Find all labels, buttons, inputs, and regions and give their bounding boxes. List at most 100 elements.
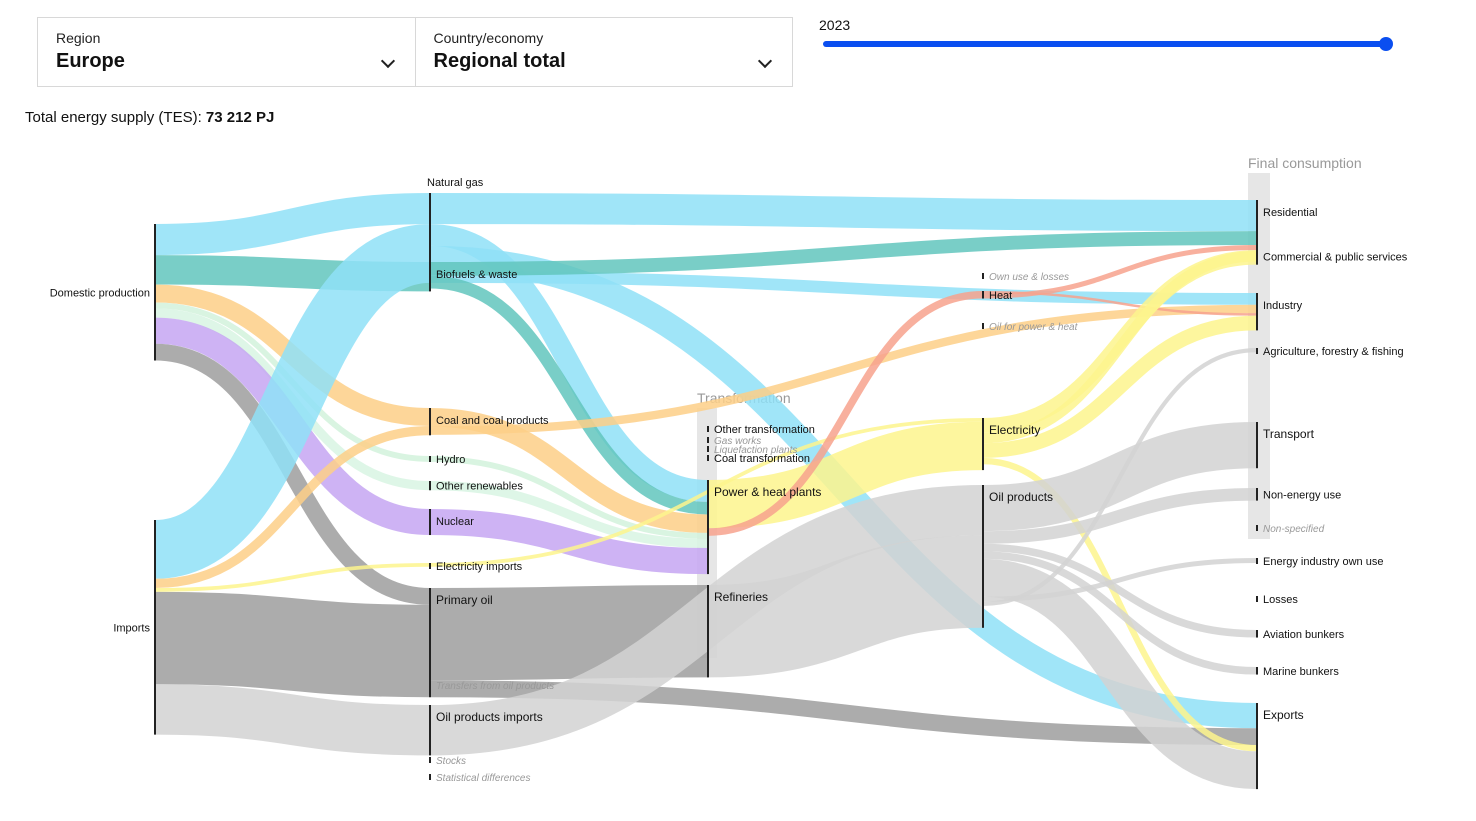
node-otherren[interactable]	[429, 481, 431, 491]
node-transport[interactable]	[1256, 422, 1258, 469]
flow-electricity-to-industry[interactable]	[982, 315, 1258, 458]
node-oilprodimp[interactable]	[429, 705, 431, 756]
node-aviation[interactable]	[1256, 630, 1258, 638]
node-transfers[interactable]	[429, 682, 431, 688]
tes-value: 73 212 PJ	[205, 109, 275, 126]
node-nonspecified[interactable]	[1256, 525, 1258, 531]
flow-hydro-to-power[interactable]	[429, 456, 709, 539]
node-label-transport: Transport	[1263, 427, 1315, 441]
node-label-coal: Coal and coal products	[436, 415, 549, 427]
flow-oilproducts-to-aviation[interactable]	[982, 543, 1258, 638]
node-label-heat: Heat	[989, 290, 1012, 302]
flow-oilproducts-to-energyown[interactable]	[982, 558, 1258, 602]
node-label-agriculture: Agriculture, forestry & fishing	[1263, 346, 1404, 358]
flow-power-to-electricity[interactable]	[707, 421, 984, 529]
flow-nuclear-to-power[interactable]	[429, 509, 709, 575]
node-oilpowerheat[interactable]	[982, 323, 984, 329]
flow-imports-to-coal[interactable]	[154, 426, 431, 589]
year-slider-thumb[interactable]	[1379, 37, 1393, 51]
region-select[interactable]: Region Europe	[38, 18, 415, 86]
node-label-stocks: Stocks	[436, 756, 466, 767]
node-stocks[interactable]	[429, 757, 431, 763]
node-energyown[interactable]	[1256, 558, 1258, 564]
flow-oilproducts-to-nonenergy[interactable]	[982, 488, 1258, 544]
total-energy-supply: Total energy supply (TES): 73 212 PJ	[25, 109, 274, 126]
node-nuclear[interactable]	[429, 509, 431, 536]
flow-oilprodimp-to-oilproducts[interactable]	[429, 485, 984, 756]
node-othertrans[interactable]	[707, 426, 709, 432]
node-statdiff[interactable]	[429, 774, 431, 780]
flow-natgas-to-industry[interactable]	[429, 271, 1258, 305]
node-label-nuclear: Nuclear	[436, 516, 474, 528]
flow-electricity-to-commercial[interactable]	[982, 251, 1258, 444]
node-label-primoil: Primary oil	[436, 593, 493, 607]
node-coaltrans[interactable]	[707, 455, 709, 461]
node-label-oilprodimp: Oil products imports	[436, 710, 543, 724]
node-natgas[interactable]	[429, 193, 431, 283]
node-hydro[interactable]	[429, 456, 431, 462]
flow-domestic-to-primoil[interactable]	[154, 343, 431, 605]
node-commercial[interactable]	[1256, 251, 1258, 262]
flow-imports-to-elecimp[interactable]	[154, 563, 431, 592]
node-coal[interactable]	[429, 408, 431, 436]
flow-imports-to-oilprodimp[interactable]	[154, 684, 431, 756]
node-primoil[interactable]	[429, 588, 431, 698]
final-consumption-header: Final consumption	[1248, 155, 1362, 171]
node-exports[interactable]	[1256, 703, 1258, 790]
node-marine[interactable]	[1256, 667, 1258, 675]
node-label-otherren: Other renewables	[436, 481, 523, 493]
node-gasworks[interactable]	[707, 437, 709, 443]
country-select[interactable]: Country/economy Regional total	[414, 18, 793, 86]
flow-imports-to-natgas[interactable]	[152, 224, 433, 579]
flow-imports-to-primoil[interactable]	[154, 591, 431, 698]
flow-natgas-to-residential[interactable]	[429, 193, 1258, 232]
node-imports[interactable]	[154, 520, 156, 735]
flow-power-to-heat[interactable]	[707, 291, 984, 536]
node-label-industry: Industry	[1263, 300, 1303, 312]
node-liquefaction[interactable]	[707, 446, 709, 452]
flow-oilproducts-to-exports[interactable]	[982, 558, 1258, 790]
node-label-transfers: Transfers from oil products	[436, 681, 554, 692]
node-label-electricity: Electricity	[989, 423, 1040, 437]
node-biofuels[interactable]	[429, 262, 431, 292]
flow-oilproducts-to-marine[interactable]	[982, 551, 1258, 675]
filter-bar: Region Europe Country/economy Regional t…	[37, 17, 793, 87]
node-power[interactable]	[707, 480, 709, 575]
flow-elecimp-to-electricity[interactable]	[429, 418, 984, 567]
node-agriculture[interactable]	[1256, 348, 1258, 354]
flow-otherren-to-power[interactable]	[429, 481, 709, 549]
flow-heat-to-residential[interactable]	[982, 244, 1258, 299]
node-label-residential: Residential	[1263, 207, 1317, 219]
node-label-losses: Losses	[1263, 594, 1298, 606]
node-elecimp[interactable]	[429, 563, 431, 569]
node-industry[interactable]	[1256, 293, 1258, 331]
node-domestic[interactable]	[154, 224, 156, 361]
node-label-elecimp: Electricity imports	[436, 561, 523, 573]
flow-coal-to-industry[interactable]	[429, 304, 1258, 435]
node-label-ownuse: Own use & losses	[989, 272, 1069, 283]
region-select-value: Europe	[56, 50, 125, 72]
flow-domestic-to-natgas[interactable]	[154, 193, 431, 256]
node-label-gasworks: Gas works	[714, 436, 761, 447]
node-refineries[interactable]	[707, 585, 709, 678]
node-oilproducts[interactable]	[982, 485, 984, 628]
node-label-power: Power & heat plants	[714, 485, 821, 499]
node-heat[interactable]	[982, 291, 984, 299]
node-losses[interactable]	[1256, 596, 1258, 602]
flow-biofuels-to-power[interactable]	[429, 275, 709, 515]
node-ownuse[interactable]	[982, 273, 984, 279]
node-label-aviation: Aviation bunkers	[1263, 629, 1345, 641]
flow-electricity-to-exports[interactable]	[982, 457, 1258, 752]
flow-biofuels-to-residential[interactable]	[429, 231, 1258, 276]
flow-oilproducts-to-agriculture[interactable]	[982, 348, 1258, 606]
node-label-oilpowerheat: Oil for power & heat	[989, 322, 1079, 333]
node-nonenergy[interactable]	[1256, 488, 1258, 501]
node-label-exports: Exports	[1263, 708, 1304, 722]
node-residential[interactable]	[1256, 200, 1258, 265]
tes-label: Total energy supply (TES):	[25, 109, 202, 126]
year-slider-track[interactable]	[823, 41, 1388, 47]
flow-refineries-to-oilproducts[interactable]	[707, 535, 984, 678]
sankey-nodes	[154, 193, 1258, 790]
node-electricity[interactable]	[982, 418, 984, 471]
